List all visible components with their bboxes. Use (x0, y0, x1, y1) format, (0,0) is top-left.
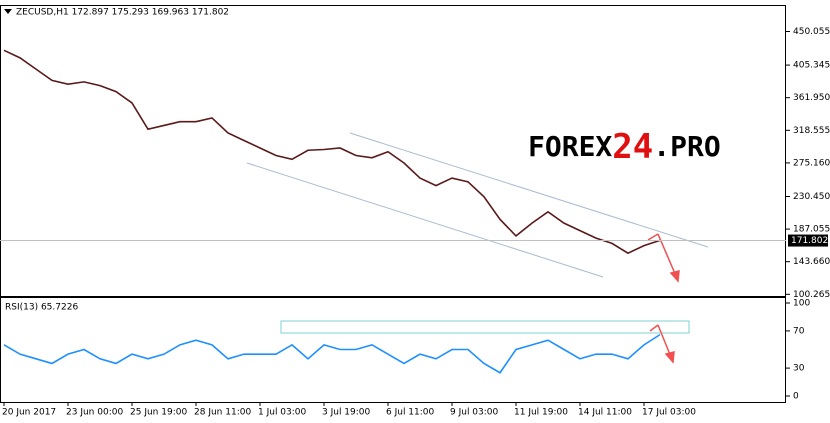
channel-upper (349, 132, 709, 248)
watermark-a: FOREX (528, 130, 612, 163)
x-tick-label: 3 Jul 19:00 (322, 408, 371, 418)
chart-title: ZECUSD,H1 172.897 175.293 169.963 171.80… (16, 8, 229, 18)
price-panel (0, 5, 786, 297)
x-tick-label: 23 Jun 00:00 (66, 408, 123, 418)
y-tick-label: 100 (793, 299, 810, 309)
last-price-box (788, 234, 828, 247)
series-line (3, 333, 661, 374)
x-tick-label: 28 Jun 11:00 (194, 408, 251, 418)
rsi-panel (0, 297, 786, 403)
y-tick-label: 187.055 (793, 225, 830, 235)
y-tick-label: 361.950 (793, 93, 830, 103)
x-tick-label: 20 Jun 2017 (2, 408, 56, 418)
y-tick-label: 100.265 (793, 290, 830, 300)
channel-lower (246, 162, 604, 278)
series-line (3, 49, 661, 255)
y-tick-label: 405.345 (793, 61, 830, 71)
y-tick-label: 318.555 (793, 126, 830, 136)
x-tick-label: 17 Jul 03:00 (642, 408, 696, 418)
last-price-label: 171.802 (791, 236, 828, 246)
x-tick-label: 11 Jul 19:00 (514, 408, 568, 418)
y-tick-label: 30 (793, 364, 805, 374)
x-tick-label: 25 Jun 19:00 (130, 408, 187, 418)
x-tick-label: 6 Jul 11:00 (386, 408, 435, 418)
y-tick-label: 230.450 (793, 192, 830, 202)
x-tick-label: 14 Jul 11:00 (578, 408, 632, 418)
y-tick-label: 70 (793, 326, 805, 336)
y-tick-label: 0 (793, 392, 799, 402)
forecast-arrows (647, 233, 680, 364)
y-tick-label: 450.055 (793, 27, 830, 37)
rsi-zone (280, 320, 690, 334)
y-tick-label: 143.660 (793, 257, 830, 267)
watermark-b: 24 (612, 127, 653, 167)
watermark-c: .PRO (653, 130, 720, 163)
watermark: FOREX24.PRO (528, 127, 721, 167)
rsi-title: RSI(13) 65.7226 (5, 303, 78, 313)
x-tick-label: 9 Jul 03:00 (450, 408, 499, 418)
menu-arrow (4, 9, 12, 14)
x-tick-label: 1 Jul 03:00 (258, 408, 307, 418)
y-tick-label: 275.160 (793, 158, 830, 168)
